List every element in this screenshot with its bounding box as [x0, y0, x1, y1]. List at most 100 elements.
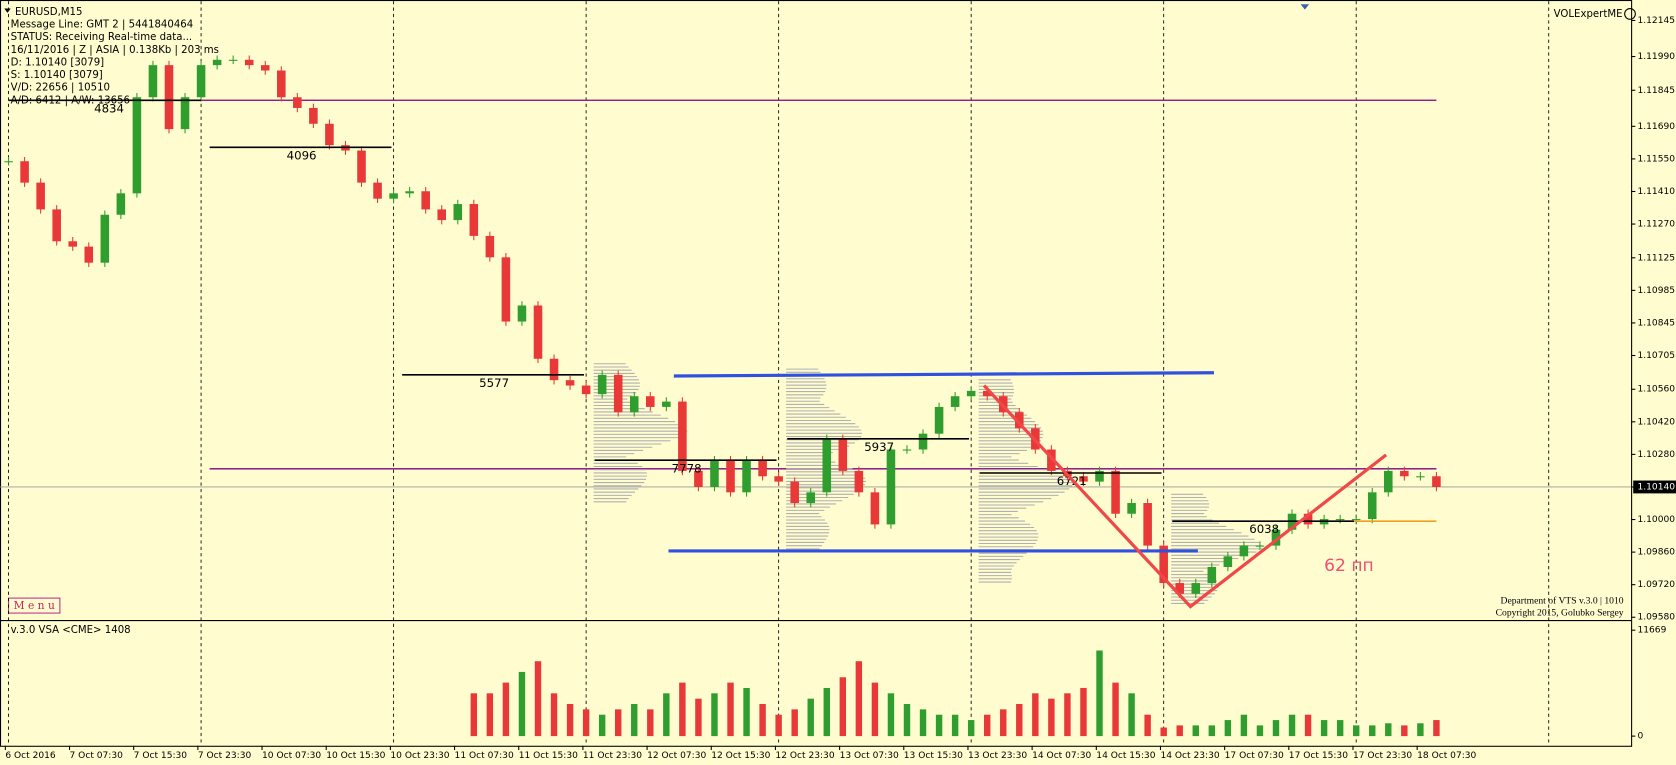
candle — [100, 214, 110, 263]
x-tick-label: 17 Oct 07:30 — [1225, 751, 1284, 761]
x-tick-label: 14 Oct 07:30 — [1032, 751, 1091, 761]
volume-bar — [775, 714, 782, 737]
candle — [501, 257, 511, 322]
candle — [373, 182, 382, 199]
level-volume: 4834 — [94, 101, 124, 115]
menu-label[interactable]: M e n u — [14, 599, 55, 612]
volume-bar — [1032, 693, 1039, 737]
candle — [950, 396, 960, 407]
volume-bar — [1208, 725, 1216, 737]
candle — [1159, 545, 1168, 584]
candle — [421, 191, 430, 210]
candle — [629, 396, 639, 413]
candle — [244, 59, 254, 66]
channel-line — [673, 371, 1214, 378]
candle — [116, 193, 126, 215]
volume-bar — [582, 709, 590, 737]
volume-bar — [983, 714, 991, 737]
candle — [726, 460, 735, 493]
volume-bar — [1112, 682, 1119, 737]
level-volume: 7778 — [672, 461, 702, 475]
volume-bar — [743, 687, 750, 737]
info-line: Message Line: GMT 2 | 5441840464 — [11, 20, 194, 31]
volume-bar — [518, 671, 526, 737]
current-price-box — [1633, 480, 1676, 494]
volume-bar — [1352, 725, 1360, 737]
x-tick-label: 17 Oct 15:30 — [1289, 751, 1348, 761]
volume-bar — [598, 714, 606, 737]
volume-bar — [1144, 714, 1151, 737]
candle — [1239, 545, 1249, 557]
candle — [260, 65, 270, 71]
candle — [934, 406, 944, 434]
y-tick-label: 1.11690 — [1637, 122, 1675, 132]
candle — [517, 305, 527, 322]
volume-bar — [663, 693, 670, 737]
x-tick-label: 11 Oct 23:30 — [583, 751, 642, 761]
volume-bar — [855, 661, 863, 737]
volume-bar — [759, 704, 766, 737]
y-tick-label: 1.11845 — [1637, 86, 1675, 96]
candle — [533, 305, 543, 359]
candle — [790, 481, 799, 504]
volume-bar — [647, 709, 654, 737]
x-tick-label: 7 Oct 15:30 — [134, 751, 188, 761]
volume-bar — [614, 709, 622, 737]
volume-bar — [903, 704, 911, 737]
candle — [902, 449, 912, 451]
y-tick-label: 1.10560 — [1637, 385, 1675, 395]
x-tick-label: 14 Oct 23:30 — [1160, 751, 1219, 761]
volume-bar — [1000, 709, 1007, 737]
volume-bar — [1176, 725, 1183, 737]
info-line: S: 1.10140 [3079] — [11, 70, 103, 81]
candle — [581, 385, 591, 395]
y-tick-label: 1.10000 — [1637, 515, 1675, 525]
level-volume: 4096 — [287, 148, 317, 162]
candle — [1111, 470, 1120, 514]
volume-bar — [823, 687, 830, 737]
candle — [1095, 470, 1104, 482]
volume-bar — [534, 661, 542, 737]
indicator-icon — [1624, 8, 1636, 20]
candle — [694, 470, 703, 487]
candle — [918, 433, 928, 450]
y-tick-label: 1.10280 — [1637, 450, 1675, 460]
x-tick-label: 12 Oct 07:30 — [647, 751, 706, 761]
volume-bar — [695, 698, 702, 737]
volume-bar — [871, 682, 879, 737]
volume-bar — [631, 704, 638, 737]
candle — [212, 59, 222, 66]
volume-bar — [1320, 720, 1328, 737]
candle — [52, 209, 61, 242]
candle — [4, 161, 13, 163]
x-tick-label: 6 Oct 2016 — [5, 751, 56, 761]
candle — [277, 70, 286, 98]
volume-bar — [470, 693, 478, 737]
candle — [469, 204, 479, 236]
candle — [196, 65, 206, 98]
y-tick-label: 1.09860 — [1637, 548, 1675, 558]
candle — [822, 438, 832, 493]
y-tick-label: 1.11990 — [1637, 52, 1675, 62]
x-tick-label: 7 Oct 07:30 — [70, 751, 124, 761]
y-tick-label: 1.11550 — [1637, 154, 1675, 164]
x-tick-label: 17 Oct 23:30 — [1353, 751, 1412, 761]
x-tick-label: 10 Oct 23:30 — [390, 751, 449, 761]
candle — [228, 59, 238, 61]
indicator-name: VOLExpertME — [1554, 9, 1623, 20]
x-tick-label: 10 Oct 07:30 — [262, 751, 321, 761]
candle — [325, 123, 334, 146]
candle — [1303, 513, 1313, 525]
candle — [148, 65, 158, 98]
volume-bar — [935, 714, 943, 737]
volume-bar — [1064, 693, 1071, 737]
y-tick-label: 1.10705 — [1637, 351, 1675, 361]
volume-bar — [1160, 727, 1167, 737]
candle — [405, 191, 414, 194]
candle — [742, 460, 751, 493]
volume-bar — [1401, 725, 1408, 737]
candle — [646, 396, 655, 407]
